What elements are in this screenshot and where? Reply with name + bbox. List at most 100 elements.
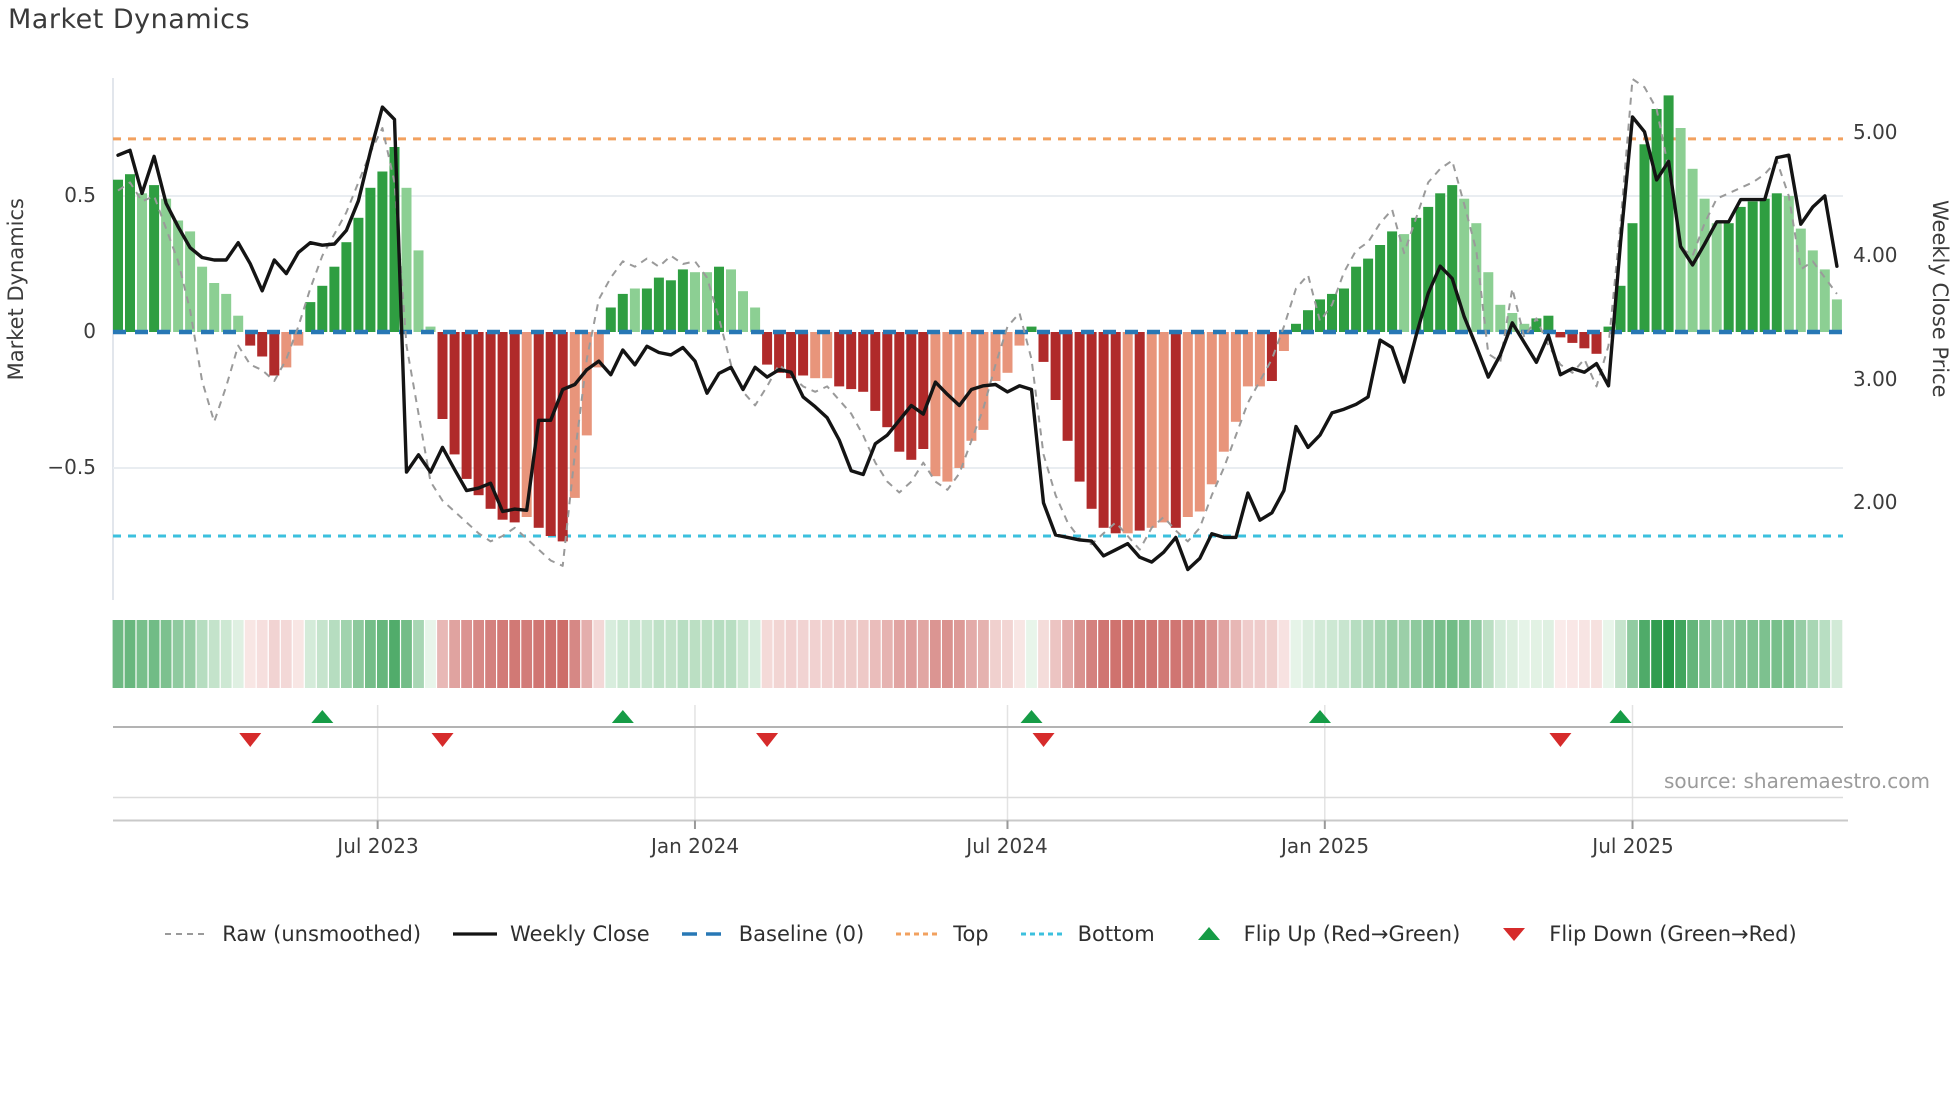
heatmap-cell <box>1002 620 1013 688</box>
flip-down-marker <box>239 733 262 747</box>
heatmap-cell <box>1543 620 1554 688</box>
legend-item-flip-up: Flip Up (Red→Green) <box>1185 922 1460 946</box>
osc-bar <box>1819 269 1830 332</box>
flip-down-marker <box>1549 733 1572 747</box>
osc-bar <box>978 332 989 430</box>
osc-bar <box>1759 198 1770 332</box>
flip-down-markers <box>239 733 1572 747</box>
flip-up-marker <box>611 710 634 723</box>
heatmap-cell <box>785 620 797 688</box>
osc-bar <box>113 179 123 332</box>
heatmap-cell <box>124 620 136 688</box>
heatmap-cell <box>1663 620 1674 688</box>
osc-bar <box>149 185 160 332</box>
heatmap-cell <box>353 620 364 688</box>
osc-bar <box>1411 217 1422 332</box>
heatmap-cell <box>1170 620 1182 688</box>
heatmap-cell <box>1819 620 1831 688</box>
heatmap-cell <box>1218 620 1230 688</box>
osc-bar <box>1591 332 1602 354</box>
heatmap-cell <box>809 620 821 688</box>
osc-bar <box>1254 332 1265 387</box>
osc-bar <box>1567 332 1578 343</box>
legend-item-weekly-close: Weekly Close <box>451 922 650 946</box>
osc-bar <box>1206 332 1217 485</box>
osc-bar <box>1783 196 1794 332</box>
heatmap-cell <box>1735 620 1747 688</box>
heatmap-cell <box>954 620 965 688</box>
heatmap-cell <box>389 620 400 688</box>
heatmap-cell <box>1579 620 1590 688</box>
osc-bar <box>1495 304 1506 332</box>
heatmap-cell <box>1446 620 1458 688</box>
osc-bar <box>1471 223 1482 332</box>
osc-bar <box>365 187 376 332</box>
osc-bar <box>1026 326 1037 332</box>
x-axis-tick-label: Jul 2023 <box>337 834 419 858</box>
heatmap-cell <box>1627 620 1638 688</box>
raw-dash-icon <box>165 933 210 935</box>
flip-down-marker <box>1032 733 1055 747</box>
legend-label: Baseline (0) <box>738 922 865 946</box>
heatmap-cell <box>701 620 713 688</box>
osc-bar <box>173 220 184 332</box>
heatmap-cell <box>1422 620 1434 688</box>
osc-bar <box>593 332 604 368</box>
legend-label: Weekly Close <box>510 922 650 946</box>
legend-label: Bottom <box>1077 922 1155 946</box>
osc-bar <box>1699 198 1710 332</box>
osc-bar <box>1483 272 1494 332</box>
heatmap-cell <box>653 620 665 688</box>
heatmap-cell <box>1110 620 1122 688</box>
osc-bar <box>1747 201 1758 332</box>
heatmap-cell <box>208 620 220 688</box>
heatmap-cell <box>605 620 617 688</box>
osc-bar <box>137 193 147 332</box>
heatmap-cell <box>449 620 460 688</box>
osc-bar <box>1735 206 1746 332</box>
heatmap-cell <box>990 620 1001 688</box>
osc-bar <box>1639 144 1650 332</box>
osc-bar <box>1675 128 1686 332</box>
heatmap-cell <box>881 620 893 688</box>
heatmap-cell <box>1098 620 1109 688</box>
bottom-dots-icon <box>1020 932 1065 936</box>
osc-bar <box>1387 231 1398 332</box>
heatmap-cell <box>1639 620 1650 688</box>
osc-bar <box>726 269 736 332</box>
heatmap-cell <box>1122 620 1134 688</box>
heatmap-cell <box>1374 620 1386 688</box>
heatmap-cell <box>1771 620 1783 688</box>
osc-bar <box>449 332 460 455</box>
heatmap-cell <box>1182 620 1194 688</box>
heatmap-cell <box>1326 620 1338 688</box>
heatmap-cell <box>1555 620 1566 688</box>
osc-bar <box>1242 332 1253 387</box>
osc-bar <box>281 332 292 368</box>
heatmap-cell <box>569 620 581 688</box>
heatmap-cell <box>1783 620 1795 688</box>
osc-bar <box>1002 332 1013 373</box>
osc-bar <box>1627 223 1638 332</box>
osc-bar <box>1399 234 1410 332</box>
osc-bar <box>665 280 676 332</box>
heatmap-cell <box>617 620 629 688</box>
heatmap-cell <box>184 620 196 688</box>
osc-bar <box>822 332 833 379</box>
osc-bar <box>918 332 929 449</box>
heatmap-cell <box>665 620 677 688</box>
heatmap-cell <box>869 620 881 688</box>
osc-bar <box>1086 332 1097 509</box>
right-axis-tick-label: 3.00 <box>1853 366 1898 391</box>
flip-up-marker <box>1609 710 1632 723</box>
osc-bar <box>774 332 785 373</box>
osc-bar <box>641 288 652 332</box>
heatmap-cell <box>905 620 917 688</box>
osc-bar <box>629 288 640 332</box>
heatmap-cell <box>316 620 328 688</box>
heatmap-cell <box>1254 620 1266 688</box>
osc-bar <box>197 266 208 332</box>
heatmap-cell <box>1518 620 1530 688</box>
weekly-close-line <box>116 105 1839 572</box>
osc-bar <box>1158 332 1169 523</box>
